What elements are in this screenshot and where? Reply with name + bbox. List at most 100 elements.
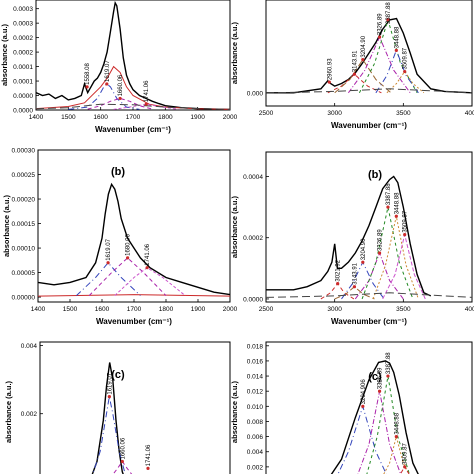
peak-label: 1558.08 bbox=[85, 62, 91, 84]
peak-label: 3387.88 bbox=[386, 183, 392, 205]
peak-marker bbox=[386, 18, 390, 22]
series-group bbox=[266, 17, 472, 94]
peak-marker bbox=[386, 205, 390, 209]
peak-marker bbox=[361, 404, 365, 408]
series-line-component bbox=[114, 267, 186, 296]
peak-label: 1741.06 bbox=[145, 243, 151, 265]
y-tick-label: 0.00005 bbox=[12, 270, 36, 277]
plot-frame bbox=[265, 151, 473, 303]
peak-marker bbox=[394, 214, 398, 218]
peak-label: 3143.91 bbox=[352, 262, 358, 284]
peak-label: 3021.92 bbox=[336, 259, 342, 281]
peak-label: 1660.06 bbox=[120, 437, 126, 459]
peak-label: 3509.87 bbox=[403, 443, 409, 465]
chart-panel-a-left: 0.0000 0.0000 0.0001 0.0001 0.0002 0.0002 0.00… bbox=[0, 0, 238, 134]
y-tick-label: 0.0002 bbox=[243, 235, 263, 242]
peak-label: 3509.87 bbox=[403, 210, 409, 232]
peak-label: 2960.93 bbox=[327, 58, 333, 80]
peak-marker bbox=[327, 80, 331, 84]
y-tick-label: 0.0000 bbox=[243, 296, 263, 303]
y-axis-label: absorbance (a.u.) bbox=[4, 380, 13, 443]
y-tick-label: 0.012 bbox=[247, 389, 264, 396]
series-line-measured bbox=[38, 182, 230, 296]
peak-label: 3448.88 bbox=[394, 26, 400, 48]
y-tick-label: 0.00015 bbox=[12, 221, 36, 228]
peak-label: 1741.06 bbox=[146, 444, 152, 466]
series-line-component bbox=[334, 58, 392, 94]
peak-label: 3326.89 bbox=[378, 367, 384, 389]
peak-label: 3204.90 bbox=[361, 238, 367, 260]
series-line-measured bbox=[330, 360, 419, 474]
peak-marker bbox=[118, 96, 122, 101]
y-axis-label: absorbance (a.u.) bbox=[230, 21, 239, 84]
x-axis-label: Wavenumber (cm⁻¹) bbox=[96, 317, 172, 326]
x-tick-label: 2000 bbox=[223, 114, 238, 121]
peak-label: 3204.90 bbox=[361, 35, 367, 57]
series-line-component bbox=[337, 404, 387, 474]
y-tick-label: 0.010 bbox=[247, 404, 264, 411]
peak-label: 3204.906 bbox=[361, 379, 367, 405]
y-tick-label: 0.002 bbox=[21, 411, 38, 418]
y-tick-label: 0.006 bbox=[247, 434, 264, 441]
peak-marker bbox=[394, 434, 398, 439]
series-line-component bbox=[88, 257, 167, 296]
peak-marker bbox=[107, 395, 111, 399]
peak-marker bbox=[126, 256, 130, 260]
y-axis-label: absorbance (a.u.) bbox=[2, 194, 11, 257]
peak-label: 1660.06 bbox=[118, 74, 124, 96]
x-tick-label: 1800 bbox=[158, 114, 173, 121]
peak-marker bbox=[377, 251, 382, 255]
peak-marker bbox=[120, 459, 124, 464]
x-tick-label: 3500 bbox=[396, 306, 411, 313]
chart-panel-b-right: 0.0000 0.0002 0.0004 2500 3000 3500 4000 Wavenu… bbox=[230, 151, 474, 326]
series-line-baseline bbox=[36, 103, 230, 110]
peak-marker bbox=[361, 58, 365, 62]
x-tick-label: 2500 bbox=[259, 306, 274, 313]
series-line-component bbox=[372, 216, 419, 300]
series-line-measured bbox=[266, 17, 472, 94]
y-tick-label: 0.00010 bbox=[12, 246, 36, 253]
peak-label: 1619.07 bbox=[105, 60, 111, 82]
chart-panel-a-right: 0.000 2500 3000 3500 4000 Wavenumber (cm⁻¹) ab… bbox=[230, 0, 474, 130]
peak-marker bbox=[85, 85, 89, 89]
y-tick-label: 0.004 bbox=[247, 449, 264, 456]
series-line-fit bbox=[38, 294, 230, 297]
series-line-component bbox=[92, 396, 126, 474]
series-line-component bbox=[113, 103, 179, 110]
x-axis-label: Wavenumber (cm⁻¹) bbox=[331, 317, 407, 326]
x-tick-label: 4000 bbox=[465, 306, 474, 313]
x-tick-label: 3500 bbox=[396, 110, 411, 117]
series-line-component bbox=[366, 376, 410, 474]
chart-panel-c-right: 0.002 0.004 0.006 0.008 0.010 0.012 0.014 0.016… bbox=[230, 341, 473, 474]
peak-marker bbox=[377, 35, 382, 39]
y-tick-label: 0.0003 bbox=[13, 6, 33, 13]
x-tick-label: 2000 bbox=[223, 306, 238, 313]
x-tick-label: 1700 bbox=[127, 306, 142, 313]
x-axis-label: Wavenumber (cm⁻¹) bbox=[331, 121, 407, 130]
y-tick-label: 0.0001 bbox=[13, 64, 33, 71]
x-tick-label: 3000 bbox=[327, 110, 342, 117]
series-line-component bbox=[383, 434, 410, 474]
y-tick-label: 0.0004 bbox=[243, 174, 263, 181]
peak-label: 1680.06 bbox=[126, 234, 132, 256]
y-tick-label: 0.0000 bbox=[13, 93, 33, 100]
y-axis-label: absorbance (a.u.) bbox=[0, 23, 9, 86]
peak-marker bbox=[394, 48, 398, 52]
x-tick-label: 2500 bbox=[259, 110, 274, 117]
x-axis-label: Wavenumber (cm⁻¹) bbox=[95, 125, 171, 134]
x-tick-label: 1400 bbox=[31, 306, 46, 313]
plot-frame bbox=[265, 341, 473, 474]
y-axis-label: absorbance (a.u.) bbox=[230, 195, 239, 258]
plot-frame bbox=[39, 341, 231, 474]
peak-label: 3509.87 bbox=[403, 47, 409, 69]
x-tick-label: 1800 bbox=[159, 306, 174, 313]
peak-marker bbox=[144, 102, 148, 106]
x-tick-label: 1600 bbox=[93, 114, 108, 121]
x-tick-label: 1700 bbox=[126, 114, 141, 121]
series-line-component bbox=[386, 70, 425, 94]
y-axis-label: absorbance (a.u.) bbox=[230, 380, 239, 443]
y-tick-label: 0.0002 bbox=[13, 35, 33, 42]
series-line-component bbox=[327, 73, 382, 94]
x-tick-label: 3000 bbox=[327, 306, 342, 313]
